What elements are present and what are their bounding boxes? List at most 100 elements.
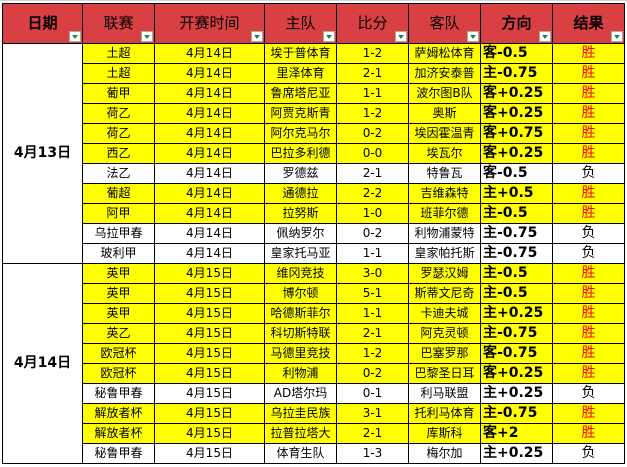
result-cell[interactable]: 负 bbox=[552, 163, 625, 184]
score-cell[interactable]: 2-1 bbox=[336, 323, 409, 344]
result-cell[interactable]: 负 bbox=[552, 223, 625, 244]
league-cell[interactable]: 荷乙 bbox=[82, 123, 155, 144]
home-team-cell[interactable]: 体育生队 bbox=[264, 443, 337, 464]
league-cell[interactable]: 土超 bbox=[82, 43, 155, 64]
direction-cell[interactable]: 客+0.25 bbox=[480, 363, 553, 384]
score-cell[interactable]: 1-2 bbox=[336, 43, 409, 64]
home-team-cell[interactable]: 鲁席塔尼亚 bbox=[264, 83, 337, 104]
time-cell[interactable]: 4月15日 bbox=[154, 283, 265, 304]
home-team-cell[interactable]: 拉普拉塔大 bbox=[264, 423, 337, 444]
time-cell[interactable]: 4月15日 bbox=[154, 363, 265, 384]
league-cell[interactable]: 英甲 bbox=[82, 283, 155, 304]
time-cell[interactable]: 4月14日 bbox=[154, 83, 265, 104]
time-cell[interactable]: 4月14日 bbox=[154, 143, 265, 164]
direction-cell[interactable]: 主-0.75 bbox=[480, 63, 553, 84]
away-team-cell[interactable]: 加济安泰普 bbox=[408, 63, 481, 84]
result-cell[interactable]: 胜 bbox=[552, 363, 625, 384]
league-cell[interactable]: 玻利甲 bbox=[82, 243, 155, 264]
date-cell[interactable]: 4月13日 bbox=[2, 43, 83, 264]
score-cell[interactable]: 2-1 bbox=[336, 163, 409, 184]
score-cell[interactable]: 1-2 bbox=[336, 103, 409, 124]
home-team-cell[interactable]: 里泽体育 bbox=[264, 63, 337, 84]
home-team-cell[interactable]: 通德拉 bbox=[264, 183, 337, 204]
home-team-cell[interactable]: 博尔顿 bbox=[264, 283, 337, 304]
result-cell[interactable]: 胜 bbox=[552, 183, 625, 204]
result-cell[interactable]: 胜 bbox=[552, 83, 625, 104]
filter-dropdown-icon[interactable] bbox=[611, 31, 623, 42]
away-team-cell[interactable]: 特鲁瓦 bbox=[408, 163, 481, 184]
away-team-cell[interactable]: 奥斯 bbox=[408, 103, 481, 124]
away-team-cell[interactable]: 巴塞罗那 bbox=[408, 343, 481, 364]
result-cell[interactable]: 胜 bbox=[552, 123, 625, 144]
direction-cell[interactable]: 主-0.75 bbox=[480, 243, 553, 264]
score-cell[interactable]: 0-0 bbox=[336, 143, 409, 164]
date-cell[interactable]: 4月14日 bbox=[2, 263, 83, 464]
score-cell[interactable]: 2-1 bbox=[336, 63, 409, 84]
away-team-cell[interactable]: 吉维森特 bbox=[408, 183, 481, 204]
filter-dropdown-icon[interactable] bbox=[395, 31, 407, 42]
home-team-cell[interactable]: 利物浦 bbox=[264, 363, 337, 384]
filter-dropdown-icon[interactable] bbox=[251, 31, 263, 42]
time-cell[interactable]: 4月14日 bbox=[154, 183, 265, 204]
away-team-cell[interactable]: 波尔图B队 bbox=[408, 83, 481, 104]
away-team-cell[interactable]: 托利马体育 bbox=[408, 403, 481, 424]
home-team-cell[interactable]: 科切斯特联 bbox=[264, 323, 337, 344]
home-team-cell[interactable]: 阿贾克斯青 bbox=[264, 103, 337, 124]
away-team-cell[interactable]: 班菲尔德 bbox=[408, 203, 481, 224]
filter-dropdown-icon[interactable] bbox=[69, 31, 81, 42]
away-team-cell[interactable]: 埃瓦尔 bbox=[408, 143, 481, 164]
league-cell[interactable]: 英甲 bbox=[82, 263, 155, 284]
league-cell[interactable]: 葡超 bbox=[82, 183, 155, 204]
time-cell[interactable]: 4月15日 bbox=[154, 303, 265, 324]
time-cell[interactable]: 4月14日 bbox=[154, 123, 265, 144]
away-team-cell[interactable]: 斯蒂文尼奇 bbox=[408, 283, 481, 304]
league-cell[interactable]: 英乙 bbox=[82, 323, 155, 344]
direction-cell[interactable]: 主-0.75 bbox=[480, 223, 553, 244]
away-team-cell[interactable]: 利物浦蒙特 bbox=[408, 223, 481, 244]
score-cell[interactable]: 1-0 bbox=[336, 203, 409, 224]
away-team-cell[interactable]: 罗瑟汉姆 bbox=[408, 263, 481, 284]
filter-dropdown-icon[interactable] bbox=[467, 31, 479, 42]
time-cell[interactable]: 4月14日 bbox=[154, 163, 265, 184]
direction-cell[interactable]: 主+0.25 bbox=[480, 303, 553, 324]
league-cell[interactable]: 欧冠杯 bbox=[82, 363, 155, 384]
score-cell[interactable]: 1-1 bbox=[336, 243, 409, 264]
direction-cell[interactable]: 客+0.75 bbox=[480, 123, 553, 144]
league-cell[interactable]: 葡甲 bbox=[82, 83, 155, 104]
result-cell[interactable]: 胜 bbox=[552, 343, 625, 364]
time-cell[interactable]: 4月15日 bbox=[154, 323, 265, 344]
time-cell[interactable]: 4月15日 bbox=[154, 423, 265, 444]
league-cell[interactable]: 欧冠杯 bbox=[82, 343, 155, 364]
direction-cell[interactable]: 客-0.75 bbox=[480, 343, 553, 364]
time-cell[interactable]: 4月14日 bbox=[154, 103, 265, 124]
score-cell[interactable]: 2-2 bbox=[336, 183, 409, 204]
result-cell[interactable]: 胜 bbox=[552, 263, 625, 284]
time-cell[interactable]: 4月15日 bbox=[154, 263, 265, 284]
score-cell[interactable]: 0-2 bbox=[336, 363, 409, 384]
away-team-cell[interactable]: 埃因霍温青 bbox=[408, 123, 481, 144]
home-team-cell[interactable]: 佩纳罗尔 bbox=[264, 223, 337, 244]
filter-dropdown-icon[interactable] bbox=[539, 31, 551, 42]
league-cell[interactable]: 英甲 bbox=[82, 303, 155, 324]
score-cell[interactable]: 3-1 bbox=[336, 403, 409, 424]
score-cell[interactable]: 0-2 bbox=[336, 123, 409, 144]
score-cell[interactable]: 5-1 bbox=[336, 283, 409, 304]
league-cell[interactable]: 阿甲 bbox=[82, 203, 155, 224]
home-team-cell[interactable]: 巴拉多利德 bbox=[264, 143, 337, 164]
direction-cell[interactable]: 主-0.5 bbox=[480, 283, 553, 304]
result-cell[interactable]: 胜 bbox=[552, 203, 625, 224]
score-cell[interactable]: 0-2 bbox=[336, 223, 409, 244]
result-cell[interactable]: 胜 bbox=[552, 303, 625, 324]
result-cell[interactable]: 胜 bbox=[552, 423, 625, 444]
direction-cell[interactable]: 客+2 bbox=[480, 423, 553, 444]
time-cell[interactable]: 4月15日 bbox=[154, 343, 265, 364]
result-cell[interactable]: 胜 bbox=[552, 43, 625, 64]
home-team-cell[interactable]: 皇家托马亚 bbox=[264, 243, 337, 264]
time-cell[interactable]: 4月14日 bbox=[154, 43, 265, 64]
score-cell[interactable]: 1-1 bbox=[336, 303, 409, 324]
league-cell[interactable]: 乌拉甲春 bbox=[82, 223, 155, 244]
result-cell[interactable]: 负 bbox=[552, 383, 625, 404]
direction-cell[interactable]: 主-0.5 bbox=[480, 203, 553, 224]
direction-cell[interactable]: 客-0.5 bbox=[480, 163, 553, 184]
result-cell[interactable]: 负 bbox=[552, 243, 625, 264]
